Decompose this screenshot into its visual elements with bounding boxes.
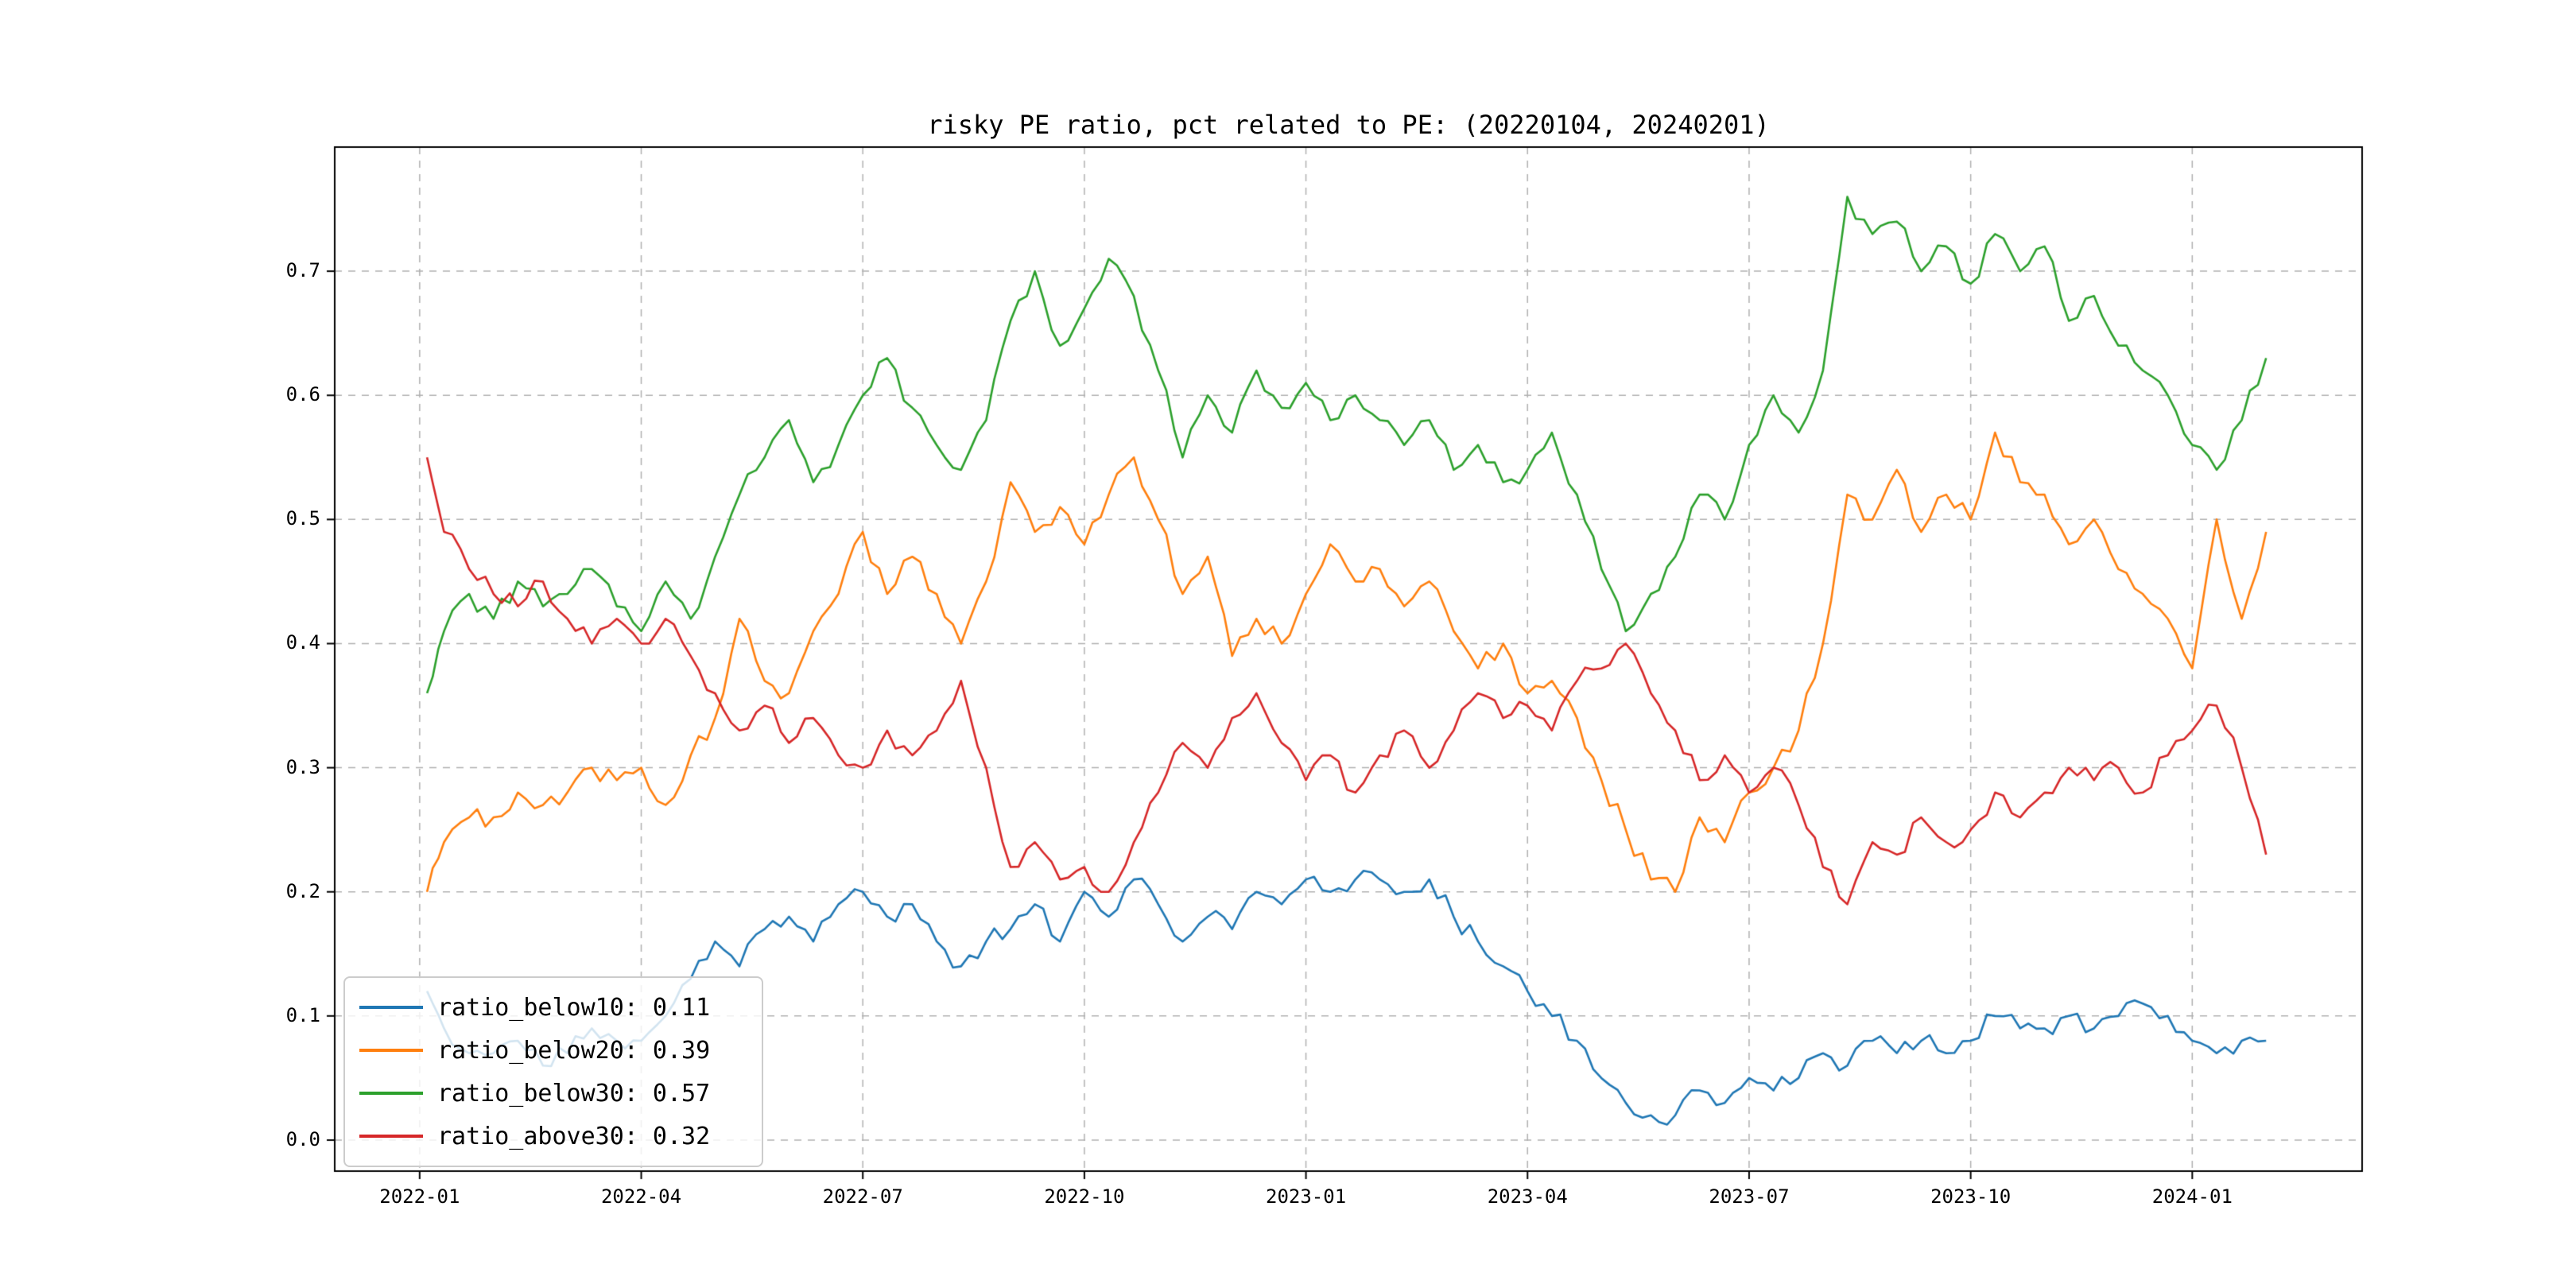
legend-line-swatch <box>359 1006 423 1009</box>
legend: ratio_below10: 0.11 ratio_below20: 0.39 … <box>343 976 763 1167</box>
y-tick-label: 0.6 <box>285 383 320 406</box>
legend-item: ratio_above30: 0.32 <box>359 1123 747 1150</box>
legend-item-label: ratio_below30: 0.57 <box>437 1079 711 1108</box>
x-tick-label: 2022-01 <box>379 1185 460 1208</box>
y-tick-label: 0.5 <box>285 507 320 530</box>
x-tick-label: 2023-10 <box>1930 1185 2012 1208</box>
x-tick-label: 2023-07 <box>1709 1185 1790 1208</box>
y-tick-label: 0.2 <box>285 879 320 902</box>
y-tick-label: 0.1 <box>285 1003 320 1026</box>
x-tick-label: 2022-04 <box>600 1185 682 1208</box>
x-tick-label: 2023-01 <box>1266 1185 1347 1208</box>
legend-line-swatch <box>359 1092 423 1095</box>
legend-item: ratio_below30: 0.57 <box>359 1080 747 1108</box>
x-tick-label: 2024-01 <box>2151 1185 2233 1208</box>
legend-line-swatch <box>359 1135 423 1138</box>
y-tick-label: 0.0 <box>285 1127 320 1150</box>
x-tick-label: 2022-07 <box>822 1185 903 1208</box>
y-tick-label: 0.3 <box>285 755 320 778</box>
legend-line-swatch <box>359 1049 423 1052</box>
legend-item-label: ratio_below10: 0.11 <box>437 993 711 1022</box>
legend-item: ratio_below20: 0.39 <box>359 1037 747 1065</box>
x-tick-label: 2022-10 <box>1044 1185 1125 1208</box>
x-tick-label: 2023-04 <box>1487 1185 1568 1208</box>
legend-item-label: ratio_below20: 0.39 <box>437 1036 711 1065</box>
legend-item-label: ratio_above30: 0.32 <box>437 1122 711 1150</box>
y-tick-label: 0.4 <box>285 631 320 654</box>
legend-item: ratio_below10: 0.11 <box>359 994 747 1022</box>
y-tick-label: 0.7 <box>285 259 320 282</box>
